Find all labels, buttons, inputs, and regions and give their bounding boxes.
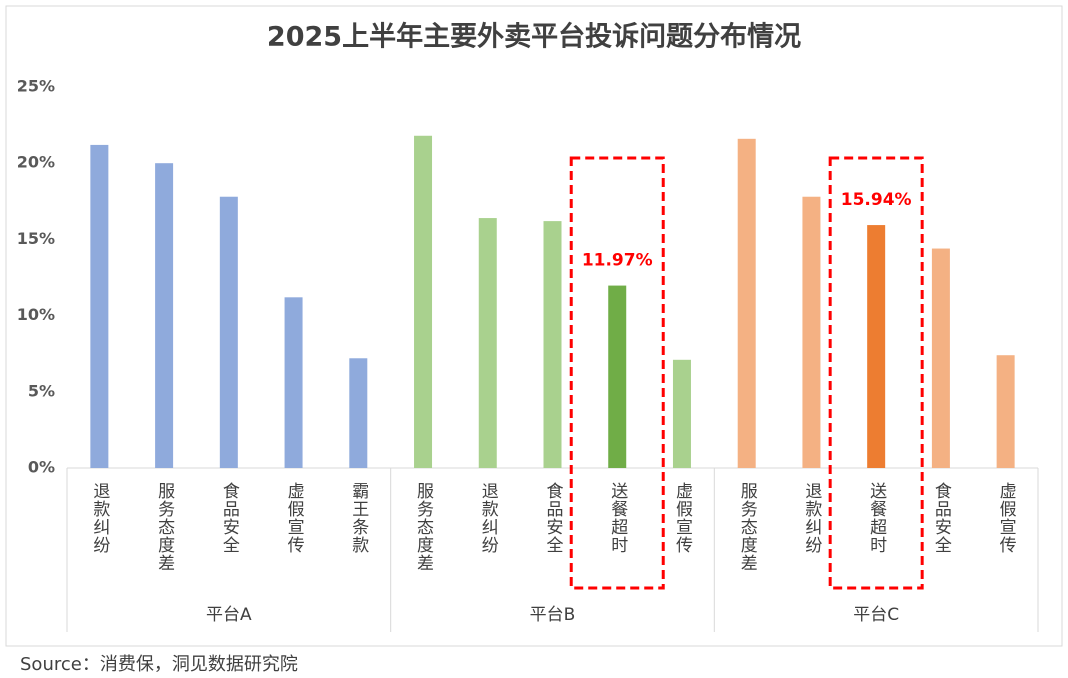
bar [155, 163, 174, 468]
x-tick-label: 虚假宣传 [284, 482, 305, 554]
bar [867, 225, 886, 468]
group-label: 平台A [206, 605, 252, 625]
bar [478, 218, 497, 468]
x-tick-label: 虚假宣传 [996, 482, 1017, 554]
x-tick-label: 食品安全 [543, 482, 564, 554]
y-tick-label: 0% [28, 458, 55, 477]
x-tick-label: 霸王条款 [348, 482, 369, 554]
highlight-box [569, 156, 665, 590]
bar [90, 144, 109, 469]
y-tick-label: 10% [17, 305, 55, 324]
bar [996, 355, 1015, 468]
highlight-box [828, 156, 924, 590]
bar [219, 196, 238, 468]
group-label: 平台C [853, 605, 899, 625]
x-tick-label: 退款纠纷 [89, 482, 110, 554]
x-tick-label: 服务态度差 [413, 482, 434, 572]
y-tick-label: 20% [17, 153, 55, 172]
bar [672, 359, 691, 468]
value-label: 11.97% [582, 251, 653, 271]
x-tick-label: 虚假宣传 [672, 482, 693, 554]
value-label: 15.94% [841, 190, 912, 210]
bar [543, 221, 562, 468]
x-tick-label: 送餐超时 [607, 482, 628, 554]
chart-title: 2025上半年主要外卖平台投诉问题分布情况 [267, 21, 801, 53]
bar [802, 196, 821, 468]
x-tick-label: 服务态度差 [154, 482, 175, 572]
bar [284, 297, 303, 468]
bar [414, 135, 433, 468]
y-tick-label: 15% [17, 229, 55, 248]
bar [737, 138, 756, 469]
source: Source：消费保，洞见数据研究院 [20, 654, 298, 675]
bar [608, 285, 627, 468]
x-tick-label: 退款纠纷 [478, 482, 499, 554]
x-tick-label: 送餐超时 [866, 482, 887, 554]
x-tick-label: 退款纠纷 [801, 482, 822, 554]
y-tick-label: 5% [28, 381, 55, 400]
bar [349, 358, 368, 468]
bar [931, 248, 950, 468]
x-tick-label: 服务态度差 [737, 482, 758, 572]
x-tick-label: 食品安全 [931, 482, 952, 554]
chart-border [5, 5, 1063, 647]
x-tick-label: 食品安全 [219, 482, 240, 554]
group-label: 平台B [530, 605, 576, 625]
y-tick-label: 25% [17, 77, 55, 96]
